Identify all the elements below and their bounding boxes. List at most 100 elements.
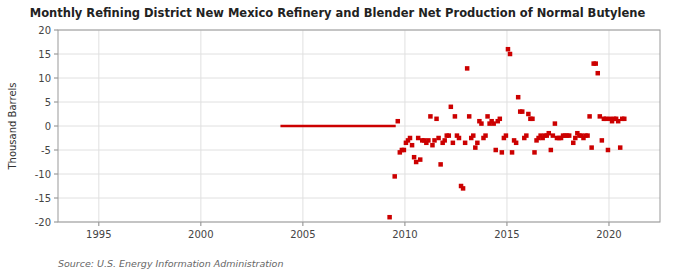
point: [520, 109, 525, 114]
point: [436, 136, 441, 141]
tick-x: [302, 222, 303, 226]
plot-frame: [58, 30, 660, 222]
point: [414, 160, 419, 165]
point: [516, 95, 521, 100]
point: [491, 121, 496, 126]
grid-line-x: [200, 30, 201, 222]
point: [418, 157, 423, 162]
point: [493, 148, 498, 153]
tick-label-y: 0: [45, 121, 51, 132]
point: [410, 143, 415, 148]
tick-label-x: 2000: [188, 229, 213, 240]
tick-label-y: 5: [45, 97, 51, 108]
point: [622, 117, 627, 122]
grid: [58, 30, 660, 222]
grid-line-y: [58, 54, 660, 55]
point: [508, 52, 512, 57]
tick-label-y: 10: [38, 73, 51, 84]
point: [596, 71, 601, 76]
point: [451, 141, 456, 146]
point: [498, 117, 503, 122]
point: [506, 47, 511, 52]
point: [449, 105, 454, 110]
point: [510, 150, 515, 155]
tick-y: [54, 126, 58, 127]
tick-y: [54, 174, 58, 175]
point: [604, 117, 609, 122]
tick-label-y: -5: [41, 145, 51, 156]
point: [593, 61, 598, 66]
grid-line-y: [58, 126, 660, 127]
point: [485, 114, 490, 119]
grid-line-y: [58, 150, 660, 151]
y-axis-label: Thousand Barrels: [7, 82, 18, 170]
point: [428, 114, 433, 119]
tick-x: [98, 222, 99, 226]
tick-label-y: -20: [35, 217, 51, 228]
point: [571, 141, 576, 146]
point: [430, 143, 435, 148]
point: [387, 215, 392, 220]
point: [587, 114, 592, 119]
point: [475, 141, 480, 146]
grid-line-y: [58, 78, 660, 79]
point: [457, 136, 462, 141]
point: [463, 141, 468, 146]
point: [549, 148, 554, 153]
point: [524, 133, 529, 138]
point: [573, 136, 578, 141]
point: [426, 138, 431, 143]
tick-y: [54, 54, 58, 55]
point: [616, 119, 621, 124]
tick-x: [404, 222, 405, 226]
tick-x: [608, 222, 609, 226]
tick-y: [54, 150, 58, 151]
point: [438, 162, 443, 167]
source-note: Source: U.S. Energy Information Administ…: [58, 258, 283, 269]
point: [432, 138, 437, 143]
point: [416, 136, 421, 141]
point: [434, 117, 439, 122]
tick-label-x: 2010: [392, 229, 417, 240]
grid-line-y: [58, 174, 660, 175]
point: [412, 155, 417, 160]
tick-x: [506, 222, 507, 226]
point: [402, 148, 407, 153]
point: [483, 133, 488, 138]
grid-line-y: [58, 198, 660, 199]
tick-label-x: 1995: [86, 229, 111, 240]
point: [442, 138, 447, 143]
point: [530, 117, 535, 122]
tick-x: [200, 222, 201, 226]
point: [598, 114, 603, 119]
point: [600, 138, 605, 143]
line: [280, 125, 395, 128]
grid-line-x: [506, 30, 507, 222]
tick-label-y: -10: [35, 169, 51, 180]
grid-line-y: [58, 102, 660, 103]
point: [606, 148, 611, 153]
point: [500, 150, 505, 155]
point: [589, 145, 594, 150]
point: [392, 174, 397, 179]
tick-label-y: 15: [38, 49, 51, 60]
title: Monthly Refining District New Mexico Ref…: [30, 6, 646, 20]
tick-label-x: 2005: [290, 229, 315, 240]
point: [532, 150, 537, 155]
grid-line-x: [98, 30, 99, 222]
point: [471, 133, 476, 138]
point: [567, 133, 572, 138]
grid-line-x: [608, 30, 609, 222]
point: [618, 145, 623, 150]
point: [547, 131, 552, 136]
point: [504, 133, 509, 138]
point: [479, 121, 484, 126]
point: [453, 114, 458, 119]
point: [585, 133, 590, 138]
point: [473, 145, 478, 150]
tick-y: [54, 30, 58, 31]
tick-label-x: 2020: [596, 229, 621, 240]
point: [396, 119, 401, 124]
marks: [280, 47, 626, 220]
tick-y: [54, 222, 58, 223]
